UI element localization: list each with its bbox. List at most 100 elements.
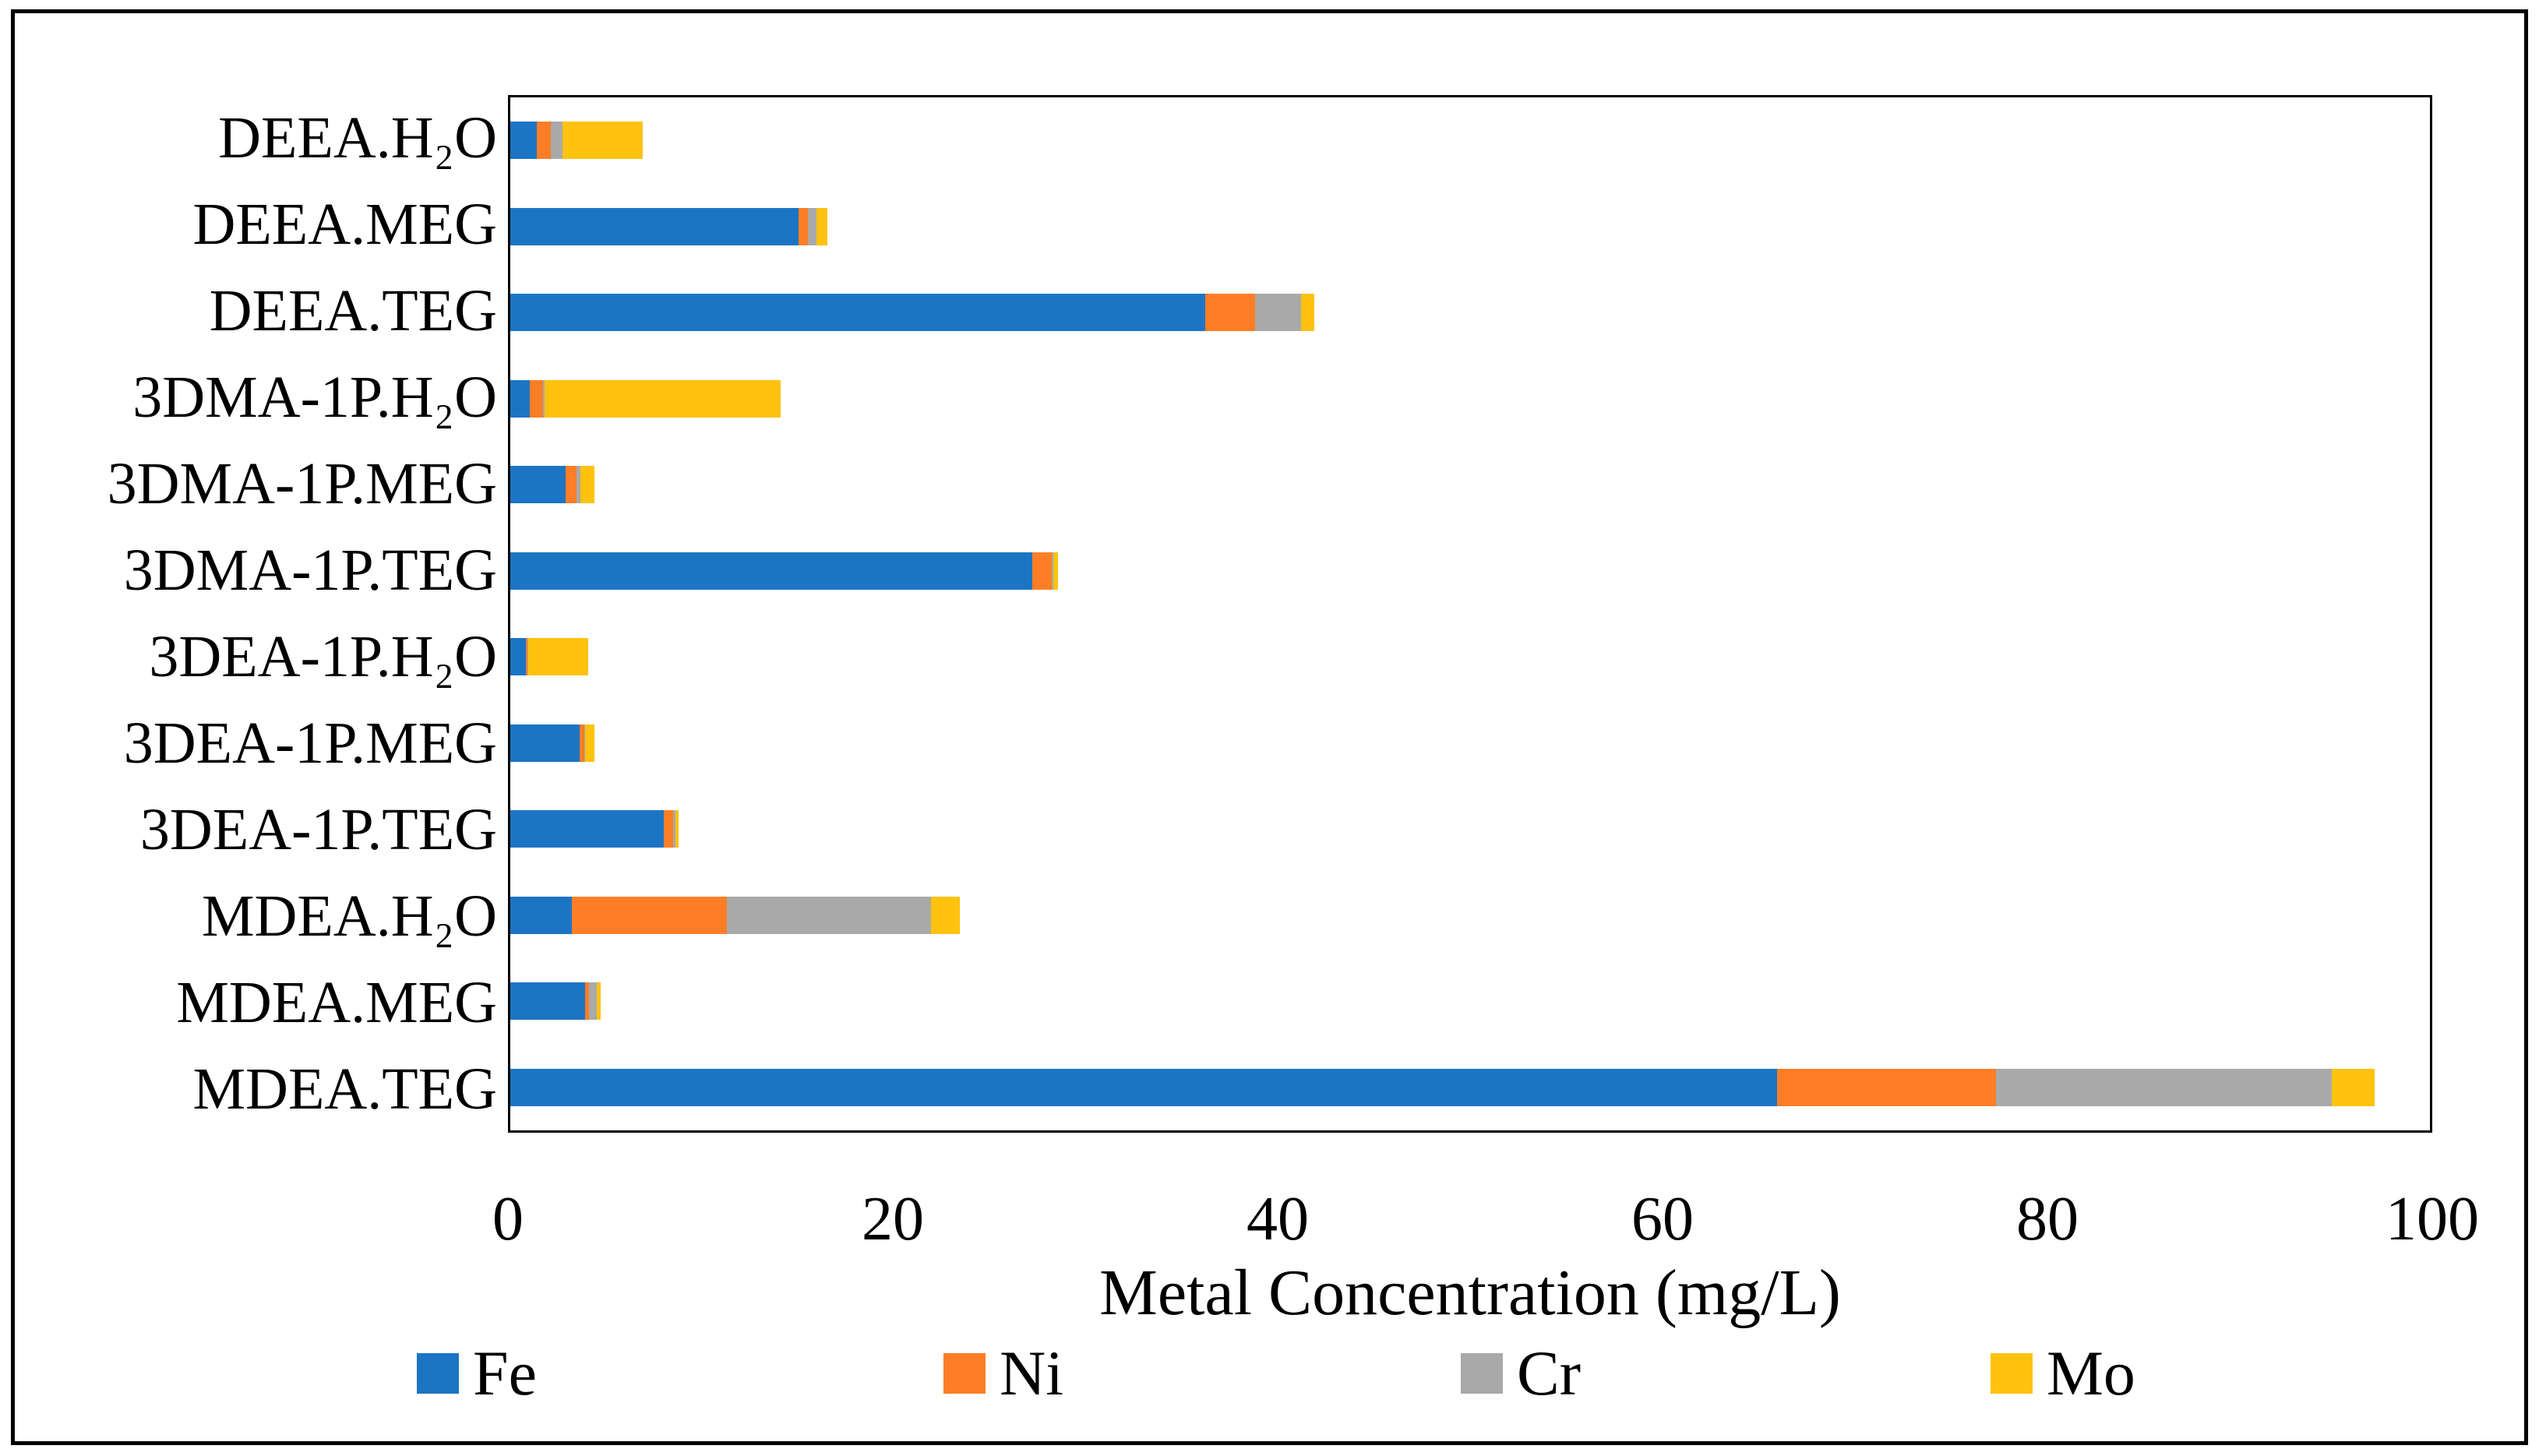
bar-segment-ni — [1204, 294, 1256, 332]
bar-row — [510, 786, 2430, 873]
bar-segment-ni — [1032, 552, 1052, 590]
bar-segment-fe — [510, 810, 665, 848]
bar-segment-ni — [664, 810, 674, 848]
bar-segment-mo — [562, 122, 643, 160]
bar-segment-mo — [816, 207, 827, 245]
bar-segment-cr — [727, 896, 931, 934]
bar-segment-ni — [579, 724, 584, 762]
bar-segment-mo — [2332, 1068, 2375, 1106]
bar-row — [510, 614, 2430, 700]
x-tick-label: 100 — [2386, 1185, 2479, 1253]
stacked-bar — [510, 294, 2430, 332]
bar-row — [510, 958, 2430, 1045]
bar-segment-ni — [529, 379, 543, 418]
bar-segment-fe — [510, 896, 572, 934]
stacked-bar — [510, 466, 2430, 504]
stacked-bar — [510, 896, 2430, 934]
bar-segment-ni — [585, 982, 590, 1021]
bar-segment-cr — [584, 724, 586, 762]
stacked-bar — [510, 552, 2430, 590]
bar-segment-cr — [589, 982, 597, 1021]
category-label: DEEA.TEG — [209, 278, 497, 344]
bar-segment-cr — [673, 810, 675, 848]
y-axis-category-labels: DEEA.H₂O DEEA.MEG DEEA.TEG 3DMA-1P.H₂O 3DMA-… — [23, 95, 497, 1133]
bar-segment-cr — [577, 466, 580, 504]
legend-label: Mo — [2047, 1338, 2135, 1408]
legend-item-fe: Fe — [417, 1338, 537, 1408]
legend-swatch-cr — [1461, 1353, 1503, 1394]
legend-item-cr: Cr — [1461, 1338, 1581, 1408]
x-axis-title: Metal Concentration (mg/L) — [1099, 1257, 1841, 1329]
bar-segment-cr — [807, 207, 816, 245]
x-tick-label: 20 — [862, 1185, 924, 1253]
category-label: 3DMA-1P.MEG — [107, 451, 497, 516]
bar-segment-ni — [525, 638, 528, 676]
x-tick-label: 40 — [1247, 1185, 1309, 1253]
bar-segment-mo — [675, 810, 679, 848]
bar-segment-ni — [537, 122, 551, 160]
plot-area — [508, 95, 2432, 1133]
x-axis-ticks: 0 20 40 60 80 100 — [492, 1180, 2479, 1258]
legend-label: Ni — [1000, 1338, 1063, 1408]
bar-segment-mo — [585, 724, 595, 762]
stacked-bar — [510, 379, 2430, 418]
category-label: 3DMA-1P.H₂O — [132, 365, 497, 430]
stacked-bar — [510, 207, 2430, 245]
bar-segment-ni — [1777, 1068, 1997, 1106]
bar-segment-fe — [510, 638, 526, 676]
legend-label: Fe — [473, 1338, 537, 1408]
stacked-bar — [510, 982, 2430, 1021]
legend-swatch-ni — [943, 1353, 986, 1394]
category-label: MDEA.MEG — [176, 970, 497, 1035]
bar-row — [510, 97, 2430, 184]
stacked-bar — [510, 122, 2430, 160]
bar-segment-cr — [550, 122, 562, 160]
bar-row — [510, 356, 2430, 442]
bar-segment-ni — [571, 896, 728, 934]
bar-row — [510, 528, 2430, 615]
bar-row — [510, 873, 2430, 959]
bar-segment-fe — [510, 122, 538, 160]
bar-row — [510, 1045, 2430, 1131]
x-tick-label: 0 — [492, 1185, 524, 1253]
bar-segment-cr — [527, 638, 529, 676]
bar-segment-fe — [510, 552, 1033, 590]
bar-segment-mo — [528, 638, 588, 676]
stacked-bar — [510, 1068, 2430, 1106]
stacked-bar — [510, 810, 2430, 848]
bar-segment-mo — [1053, 552, 1059, 590]
bar-row — [510, 270, 2430, 356]
category-label: 3DEA-1P.TEG — [139, 797, 497, 862]
bar-segment-fe — [510, 466, 566, 504]
category-label: DEEA.MEG — [192, 192, 497, 257]
bar-segment-cr — [542, 379, 545, 418]
bar-segment-fe — [510, 1068, 1778, 1106]
figure-border — [11, 9, 2528, 1445]
category-label: 3DEA-1P.H₂O — [149, 624, 497, 689]
legend-label: Cr — [1517, 1338, 1581, 1408]
bar-segment-fe — [510, 724, 580, 762]
legend-swatch-fe — [417, 1353, 459, 1394]
bar-segment-ni — [566, 466, 577, 504]
bar-row — [510, 442, 2430, 528]
bar-segment-mo — [930, 896, 960, 934]
legend-item-ni: Ni — [943, 1338, 1063, 1408]
legend-swatch-mo — [1991, 1353, 2033, 1394]
category-label: MDEA.H₂O — [201, 883, 497, 949]
x-tick-label: 80 — [2016, 1185, 2079, 1253]
x-tick-label: 60 — [1631, 1185, 1694, 1253]
bar-segment-mo — [596, 982, 601, 1021]
bar-segment-fe — [510, 294, 1205, 332]
category-label: 3DEA-1P.MEG — [123, 710, 497, 776]
category-label: MDEA.TEG — [192, 1056, 497, 1122]
legend-item-mo: Mo — [1991, 1338, 2135, 1408]
bar-segment-cr — [1255, 294, 1302, 332]
bar-segment-fe — [510, 982, 586, 1021]
bar-segment-ni — [798, 207, 808, 245]
bar-segment-fe — [510, 207, 799, 245]
bar-segment-cr — [1051, 552, 1054, 590]
bar-segment-cr — [1996, 1068, 2333, 1106]
bar-segment-mo — [545, 379, 781, 418]
bar-segment-mo — [580, 466, 595, 504]
